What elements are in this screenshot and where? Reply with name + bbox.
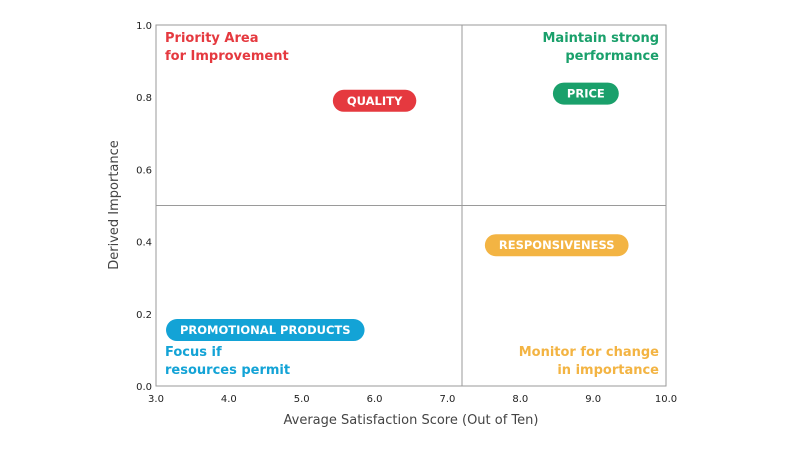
x-axis-label: Average Satisfaction Score (Out of Ten) [284,413,539,428]
x-tick-label: 4.0 [221,394,237,405]
quadrant-label-bottom-right: Monitor for change [519,345,659,360]
x-tick-label: 5.0 [294,394,310,405]
data-points: QUALITY PRICE RESPONSIVENESS PROMOTIONAL PR… [166,82,629,342]
y-tick-label: 0.6 [136,165,152,176]
y-tick-label: 0.8 [136,93,152,104]
quadrant-label-top-left: for Improvement [165,49,289,64]
quadrant-label-top-right: performance [565,49,659,64]
x-tick-label: 9.0 [585,394,601,405]
data-point-pill [552,82,619,105]
data-point: RESPONSIVENESS [484,234,629,257]
data-point: PRICE [552,82,619,105]
x-tick-label: 6.0 [367,394,383,405]
quadrant-label-bottom-right: in importance [557,363,659,378]
x-axis-ticks: 3.0 4.0 5.0 6.0 7.0 8.0 9.0 10.0 [148,394,677,405]
y-axis-label: Derived Importance [107,140,122,270]
quadrant-labels: Priority Area for Improvement Maintain str… [165,31,659,378]
quadrant-label-top-right: Maintain strong [543,31,660,46]
data-point-label: QUALITY [347,94,403,108]
y-tick-label: 0.0 [136,382,152,393]
data-point-label: RESPONSIVENESS [499,238,615,252]
data-point-pill [166,319,365,342]
data-point-label: PROMOTIONAL PRODUCTS [180,323,351,337]
x-tick-label: 7.0 [439,394,455,405]
x-tick-label: 3.0 [148,394,164,405]
y-tick-label: 0.2 [136,310,152,321]
data-point: QUALITY [332,89,417,112]
x-tick-label: 10.0 [655,394,677,405]
quadrant-label-top-left: Priority Area [165,31,258,46]
data-point-pill [484,234,629,257]
y-tick-label: 0.4 [136,238,152,249]
y-tick-label: 1.0 [136,21,152,32]
data-point-pill [332,89,417,112]
x-tick-label: 8.0 [512,394,528,405]
y-axis-ticks: 0.0 0.2 0.4 0.6 0.8 1.0 [136,21,152,393]
quadrant-label-bottom-left: resources permit [165,363,290,378]
data-point: PROMOTIONAL PRODUCTS [166,319,365,342]
quadrant-label-bottom-left: Focus if [165,345,222,360]
data-point-label: PRICE [567,87,605,101]
